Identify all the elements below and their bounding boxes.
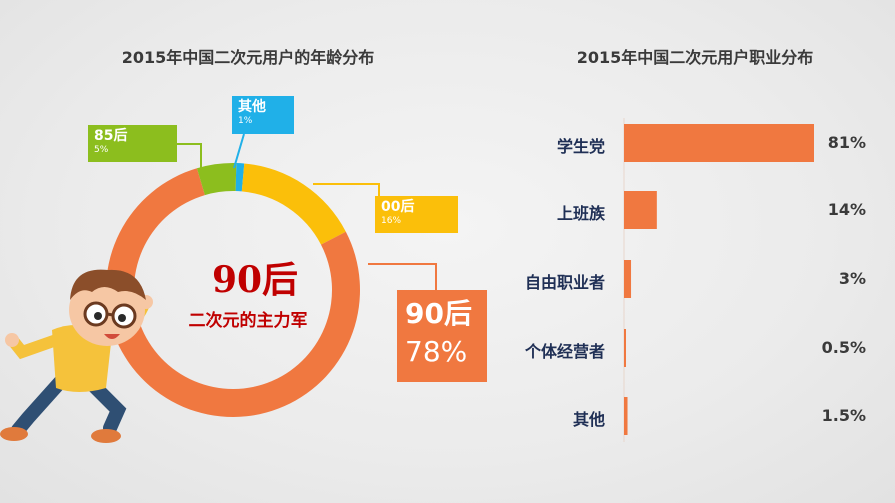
occupation-value-label: 81%	[827, 133, 866, 152]
callout-other-pct: 1%	[238, 116, 253, 126]
donut-center-subline: 二次元的主力军	[188, 311, 308, 331]
occupation-value-label: 14%	[827, 200, 866, 219]
bar-个体经营者	[624, 329, 626, 367]
occupation-chart-title: 2015年中国二次元用户职业分布	[576, 48, 814, 67]
callout-90-pct: 78%	[405, 335, 468, 368]
donut-center-headline: 90后	[211, 259, 299, 301]
bar-上班族	[624, 191, 657, 229]
callout-85-label: 85后	[94, 128, 128, 144]
leader-line-00	[313, 183, 380, 196]
callout-00: 00后 16%	[375, 196, 458, 233]
bar-学生党	[624, 124, 814, 162]
age-donut-chart	[106, 163, 361, 417]
callout-85-pct: 5%	[94, 145, 109, 155]
occupation-value-label: 0.5%	[821, 338, 866, 357]
leader-line-85	[177, 143, 202, 170]
leader-line-qita	[233, 133, 245, 169]
occupation-label: 学生党	[556, 137, 605, 156]
occupation-value-label: 3%	[838, 269, 866, 288]
cartoon-boy-mascot	[0, 269, 153, 443]
occupation-label: 个体经营者	[524, 342, 605, 361]
age-chart-title: 2015年中国二次元用户的年龄分布	[121, 48, 375, 67]
donut-slice-00后	[241, 163, 346, 245]
callout-leader-lines	[177, 133, 437, 290]
callout-00-pct: 16%	[381, 216, 402, 226]
callout-90: 90后 78%	[397, 290, 487, 382]
occupation-label: 自由职业者	[524, 273, 605, 292]
donut-slice-85后	[196, 163, 237, 196]
occupation-value-label: 1.5%	[821, 406, 866, 425]
callout-other-label: 其他	[238, 99, 266, 115]
bar-自由职业者	[624, 260, 632, 298]
leader-line-90	[368, 263, 437, 290]
occupation-bar-chart	[623, 118, 814, 442]
callout-90-label: 90后	[405, 297, 472, 330]
callout-00-label: 00后	[381, 199, 415, 215]
occupation-label: 上班族	[556, 204, 605, 223]
callout-85: 85后 5%	[88, 125, 177, 162]
bar-其他	[624, 397, 628, 435]
occupation-label: 其他	[572, 410, 605, 429]
donut-slice-其他	[235, 163, 245, 192]
callout-other-age: 其他 1%	[232, 96, 294, 134]
